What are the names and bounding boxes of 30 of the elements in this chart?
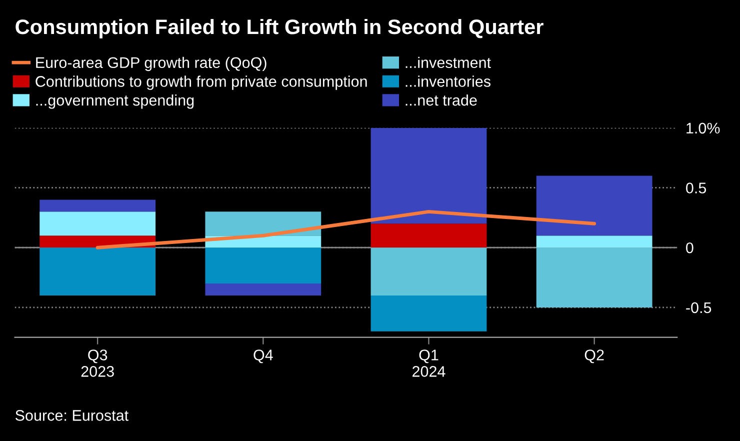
legend-label: Contributions to growth from private consumption <box>36 76 367 90</box>
chart-title: Consumption Failed to Lift Growth in Second Quarter <box>16 18 544 38</box>
y-tick-label: 0.5 <box>686 182 706 194</box>
legend-label: ...inventories <box>406 76 490 87</box>
legend-label: ...government spending <box>36 94 194 109</box>
bar <box>205 248 322 284</box>
bar <box>370 128 487 224</box>
bar <box>370 224 487 248</box>
source-note: Source: Eurostat <box>15 410 128 421</box>
bar <box>205 212 322 236</box>
bar <box>40 212 156 236</box>
bar <box>370 248 487 296</box>
y-tick-label: 1.0% <box>686 122 720 134</box>
bar <box>205 284 322 296</box>
x-tick-label: Q1 2024 <box>412 350 446 377</box>
line-series <box>96 210 596 250</box>
bar <box>40 200 156 212</box>
bar <box>536 236 652 248</box>
y-tick-label: 0 <box>686 242 694 254</box>
x-tick-label: Q2 <box>584 350 604 364</box>
legend-label: Euro-area GDP growth rate (QoQ) <box>36 56 266 72</box>
y-tick-label: -0.5 <box>686 302 712 314</box>
bar <box>536 176 652 236</box>
legend-label: ...net trade <box>406 94 477 106</box>
legend-label: ...investment <box>406 56 491 68</box>
bar <box>40 248 156 296</box>
bar <box>536 248 652 308</box>
x-tick-label: Q3 2023 <box>81 350 114 377</box>
x-tick-label: Q4 <box>254 350 273 364</box>
bar <box>370 295 487 332</box>
